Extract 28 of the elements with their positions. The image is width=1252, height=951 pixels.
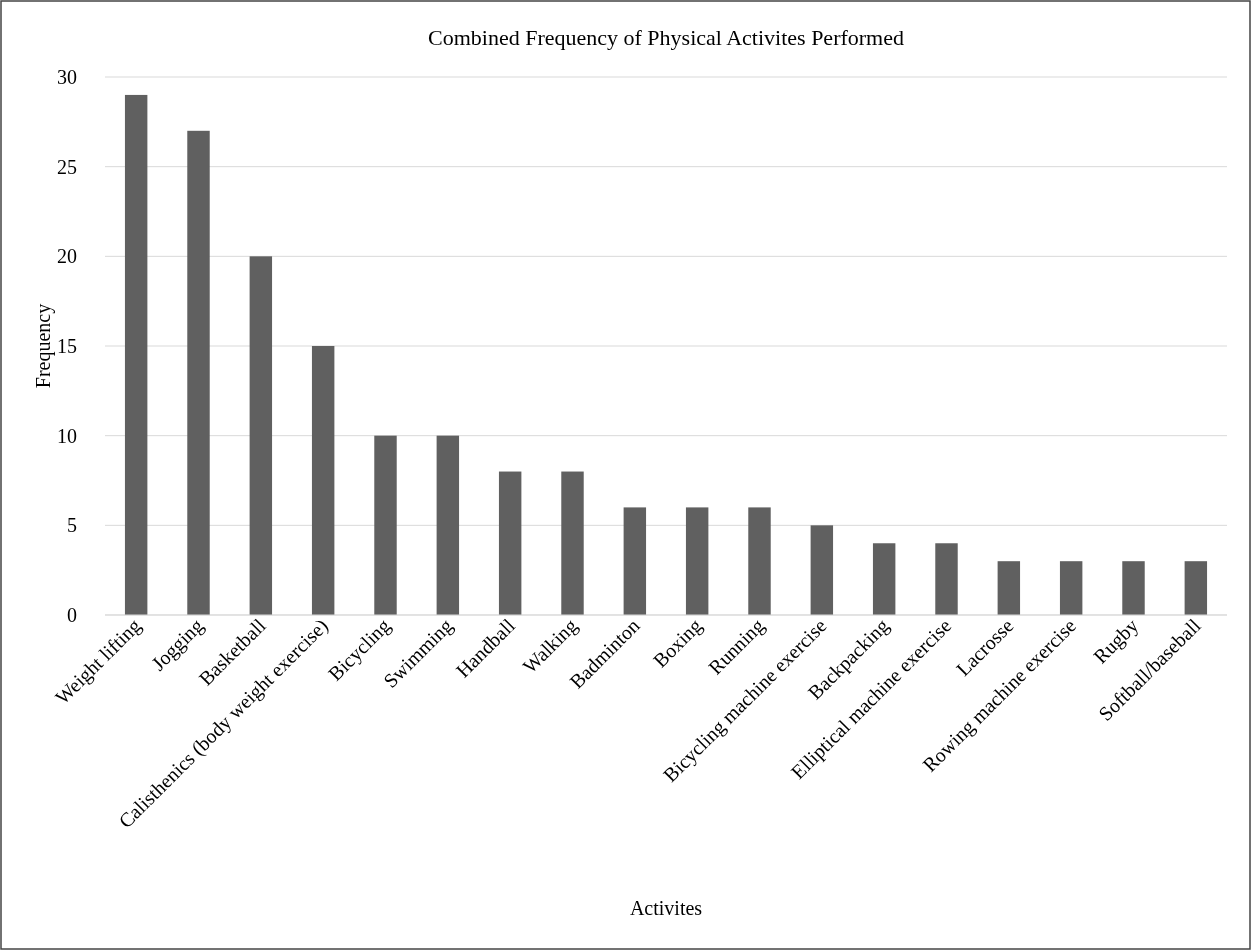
bar	[436, 435, 460, 615]
bar	[935, 543, 958, 615]
bar	[1184, 561, 1208, 615]
bar	[249, 256, 273, 615]
chart-title: Combined Frequency of Physical Activites Performed	[428, 25, 904, 50]
y-tick-label: 5	[67, 514, 77, 537]
y-tick-label: 20	[57, 245, 77, 268]
y-axis-title: Frequency	[32, 303, 55, 389]
bar	[748, 507, 771, 615]
bar	[1059, 561, 1083, 615]
y-tick-label: 25	[57, 155, 77, 178]
bar	[997, 561, 1021, 615]
y-tick-label: 30	[57, 65, 77, 88]
x-axis-title: Activites	[629, 897, 703, 919]
bar	[810, 525, 834, 615]
bar	[623, 507, 647, 615]
y-tick-label: 15	[57, 334, 77, 357]
bar	[374, 435, 397, 615]
bar	[1122, 561, 1145, 615]
bar	[124, 94, 148, 615]
bar	[872, 543, 896, 615]
bar	[561, 471, 584, 615]
bar	[311, 346, 335, 615]
y-tick-label: 0	[67, 603, 77, 626]
bar	[685, 507, 709, 615]
bar	[187, 130, 210, 615]
y-tick-label: 10	[57, 424, 77, 447]
bar	[498, 471, 522, 615]
